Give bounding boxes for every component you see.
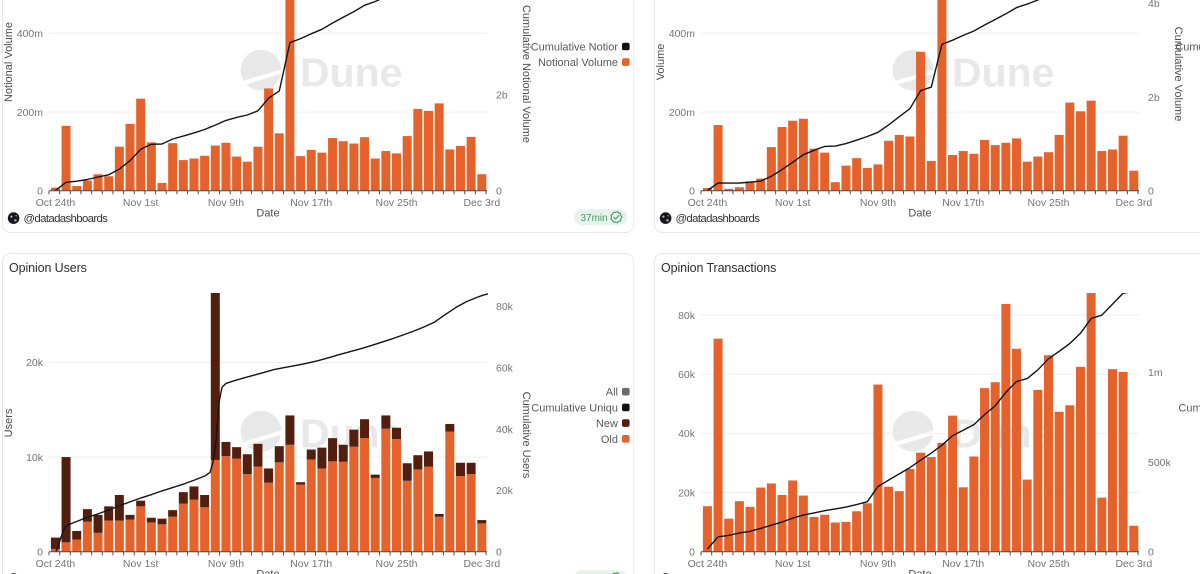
svg-text:400m: 400m [669, 29, 695, 40]
svg-text:0: 0 [496, 547, 502, 558]
svg-text:Cumulative Volume: Cumulative Volume [1172, 27, 1184, 122]
svg-text:Cumulative Notior: Cumulative Notior [531, 42, 619, 54]
svg-text:Notional Volume: Notional Volume [3, 22, 15, 102]
svg-text:60k: 60k [678, 370, 696, 381]
svg-text:2b: 2b [496, 91, 508, 102]
svg-text:Nov 17th: Nov 17th [942, 559, 984, 570]
svg-text:Cumulative Notional Volume: Cumulative Notional Volume [520, 5, 532, 143]
svg-text:Nov 25th: Nov 25th [1027, 559, 1069, 570]
svg-text:Date: Date [908, 568, 931, 574]
svg-text:Users: Users [3, 408, 15, 437]
svg-text:10k: 10k [26, 452, 44, 463]
svg-text:200m: 200m [669, 108, 695, 119]
svg-text:Nov 9th: Nov 9th [208, 559, 244, 570]
svg-text:Volume: Volume [655, 44, 667, 81]
svg-text:Nov 17th: Nov 17th [290, 198, 332, 209]
svg-text:Nov 1st: Nov 1st [123, 559, 159, 570]
svg-text:4b: 4b [1148, 0, 1160, 10]
svg-text:20k: 20k [496, 486, 514, 497]
svg-text:Nov 1st: Nov 1st [775, 198, 811, 209]
svg-text:0: 0 [689, 187, 695, 198]
svg-text:Oct 24th: Oct 24th [36, 559, 76, 570]
svg-text:200m: 200m [17, 108, 43, 119]
svg-text:0: 0 [1148, 547, 1154, 558]
svg-text:0: 0 [1148, 187, 1154, 198]
svg-text:Oct 24th: Oct 24th [687, 198, 727, 209]
svg-text:40k: 40k [678, 429, 696, 440]
svg-text:Date: Date [256, 568, 279, 574]
svg-text:20k: 20k [678, 488, 696, 499]
svg-text:80k: 80k [678, 310, 696, 321]
svg-text:Opinion Users: Opinion Users [9, 261, 87, 275]
svg-text:80k: 80k [496, 302, 514, 313]
svg-text:Nov 9th: Nov 9th [860, 198, 896, 209]
svg-text:Nov 25th: Nov 25th [376, 559, 418, 570]
svg-text:Cumulative Volume: Cumulative Volume [1175, 42, 1200, 54]
svg-text:0: 0 [689, 547, 695, 558]
svg-text:Oct 24th: Oct 24th [687, 559, 727, 570]
svg-text:Cumulative Uniqu: Cumulative Uniqu [531, 402, 618, 414]
svg-text:Dec 3rd: Dec 3rd [1115, 198, 1152, 209]
svg-text:Nov 1st: Nov 1st [123, 198, 159, 209]
svg-text:2b: 2b [1148, 93, 1160, 104]
svg-text:Old: Old [601, 433, 618, 445]
svg-text:40k: 40k [496, 424, 514, 435]
svg-text:All: All [606, 386, 618, 398]
svg-text:Dune: Dune [300, 50, 402, 96]
svg-text:60k: 60k [496, 363, 514, 374]
svg-text:Date: Date [908, 208, 931, 220]
svg-text:@datadashboards: @datadashboards [23, 213, 108, 225]
svg-text:Dec 3rd: Dec 3rd [1115, 559, 1152, 570]
svg-text:Nov 17th: Nov 17th [942, 198, 984, 209]
svg-text:Dune: Dune [952, 50, 1054, 96]
svg-text:Nov 25th: Nov 25th [1027, 198, 1069, 209]
svg-text:1m: 1m [1148, 368, 1163, 379]
svg-text:New: New [596, 418, 618, 430]
svg-text:Nov 1st: Nov 1st [775, 559, 811, 570]
svg-text:Nov 17th: Nov 17th [290, 559, 332, 570]
svg-text:Notional Volume: Notional Volume [538, 57, 618, 69]
svg-text:Nov 9th: Nov 9th [208, 198, 244, 209]
svg-text:Cumulative Users: Cumulative Users [520, 391, 532, 478]
svg-text:0: 0 [37, 187, 43, 198]
svg-text:Cumulative Transa: Cumulative Transa [1178, 402, 1200, 414]
svg-text:20k: 20k [26, 358, 44, 369]
svg-text:Nov 9th: Nov 9th [860, 559, 896, 570]
svg-text:Nov 25th: Nov 25th [376, 198, 418, 209]
svg-text:0: 0 [496, 187, 502, 198]
svg-text:Date: Date [256, 208, 279, 220]
svg-text:Opinion Transactions: Opinion Transactions [661, 261, 776, 275]
svg-text:Dec 3rd: Dec 3rd [463, 198, 500, 209]
svg-text:@datadashboards: @datadashboards [675, 213, 760, 225]
svg-text:500k: 500k [1148, 457, 1171, 468]
svg-text:Oct 24th: Oct 24th [36, 198, 76, 209]
svg-text:0: 0 [37, 547, 43, 558]
svg-text:400m: 400m [17, 29, 43, 40]
svg-text:37min: 37min [580, 213, 607, 224]
svg-text:Dec 3rd: Dec 3rd [463, 559, 500, 570]
